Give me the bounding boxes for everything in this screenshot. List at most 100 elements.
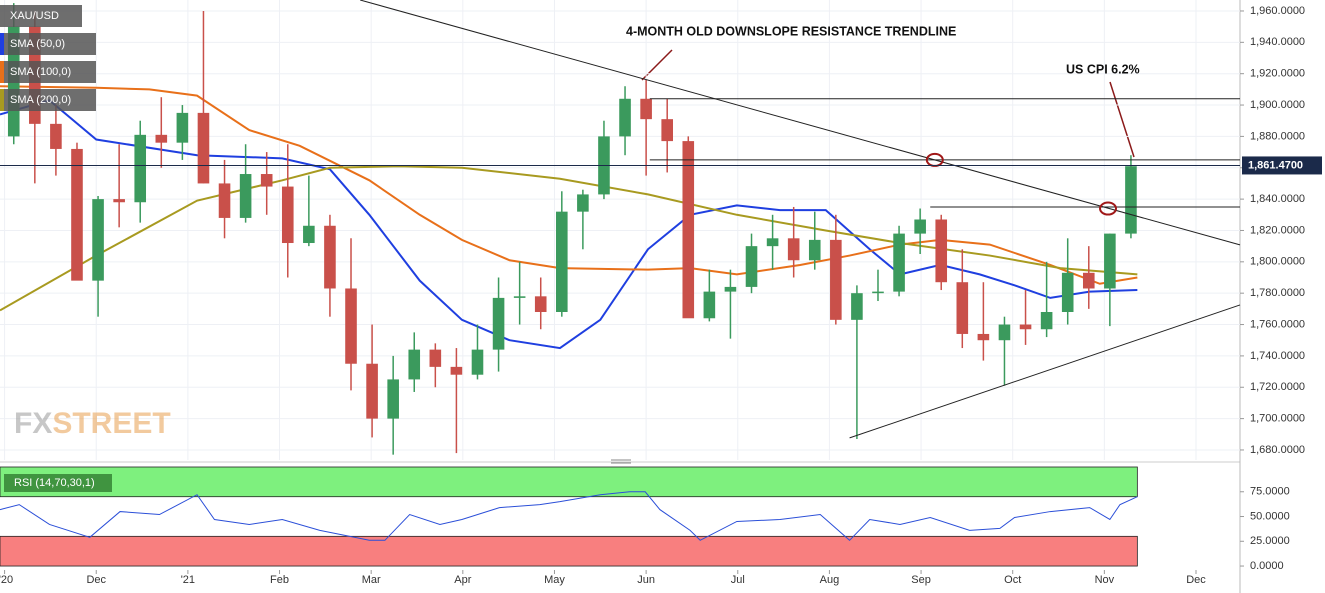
x-tick-label: May bbox=[544, 574, 565, 586]
candle-body bbox=[387, 379, 399, 419]
candle-body bbox=[1125, 166, 1137, 234]
candle-body bbox=[155, 134, 168, 143]
candle-body bbox=[1019, 324, 1032, 330]
x-tick-label: Jul bbox=[731, 574, 745, 586]
candle-body bbox=[893, 233, 905, 292]
candle-body bbox=[745, 246, 758, 287]
candle-body bbox=[176, 112, 189, 143]
legend-swatch bbox=[0, 89, 4, 111]
rsi-line bbox=[0, 491, 1138, 541]
candle-body bbox=[682, 141, 695, 319]
legend-swatch bbox=[0, 33, 4, 55]
y-tick-label: 1,700.0000 bbox=[1250, 413, 1305, 425]
y-tick-label: 25.0000 bbox=[1250, 535, 1290, 547]
legend-label: SMA (200,0) bbox=[10, 94, 71, 106]
x-tick-label: '20 bbox=[0, 574, 13, 586]
legend-label: XAU/USD bbox=[10, 10, 59, 22]
legend-swatch bbox=[0, 61, 4, 83]
candle-body bbox=[766, 238, 779, 247]
watermark-prefix: FX bbox=[14, 407, 52, 440]
candle-body bbox=[366, 363, 378, 419]
candle-body bbox=[218, 183, 231, 218]
candle-body bbox=[956, 282, 969, 334]
candle-body bbox=[619, 98, 631, 137]
candle-body bbox=[534, 296, 547, 312]
marker-circle bbox=[1099, 201, 1118, 216]
candle-body bbox=[92, 199, 104, 281]
candle-body bbox=[661, 119, 673, 142]
x-tick-label: Sep bbox=[911, 574, 931, 586]
x-tick-label: Apr bbox=[454, 574, 471, 586]
y-tick-label: 1,820.0000 bbox=[1250, 224, 1305, 236]
candle-body bbox=[1082, 272, 1095, 289]
candle-body bbox=[345, 288, 357, 364]
candle-body bbox=[640, 98, 652, 120]
candle-body bbox=[1104, 233, 1116, 289]
candle-body bbox=[324, 225, 336, 289]
legend-box bbox=[0, 61, 96, 83]
y-tick-label: 1,960.0000 bbox=[1250, 5, 1305, 17]
rsi-band bbox=[0, 535, 1138, 567]
legend-box bbox=[0, 89, 96, 111]
candle-body bbox=[429, 349, 442, 367]
candle-body bbox=[513, 296, 526, 298]
candle-body bbox=[71, 148, 83, 281]
candle-body bbox=[408, 349, 421, 380]
last-price-label: 1,861.4700 bbox=[1248, 159, 1303, 171]
candle-body bbox=[197, 112, 210, 184]
candle-body bbox=[787, 238, 800, 261]
trendline bbox=[360, 0, 1241, 246]
legend-box bbox=[0, 5, 82, 27]
x-tick-label: Aug bbox=[820, 574, 840, 586]
divider-handle bbox=[611, 459, 631, 464]
annotation-pointer bbox=[1109, 81, 1135, 158]
candle-body bbox=[830, 239, 842, 320]
candle-body bbox=[851, 293, 863, 320]
candle-body bbox=[577, 194, 589, 212]
sma-line bbox=[0, 99, 1138, 350]
candle-body bbox=[703, 291, 716, 319]
x-tick-label: Feb bbox=[270, 574, 289, 586]
y-tick-label: 1,900.0000 bbox=[1250, 99, 1305, 111]
candle-body bbox=[998, 324, 1011, 341]
y-tick-label: 1,800.0000 bbox=[1250, 256, 1305, 268]
y-tick-label: 1,680.0000 bbox=[1250, 444, 1305, 456]
candle-body bbox=[450, 366, 463, 375]
y-tick-label: 1,760.0000 bbox=[1250, 318, 1305, 330]
x-tick-label: Nov bbox=[1095, 574, 1115, 586]
y-tick-label: 1,720.0000 bbox=[1250, 381, 1305, 393]
legend-label: RSI (14,70,30,1) bbox=[14, 477, 95, 489]
candle-body bbox=[935, 219, 948, 283]
sma-line bbox=[0, 85, 1138, 285]
candle-body bbox=[134, 134, 147, 203]
y-tick-label: 1,940.0000 bbox=[1250, 36, 1305, 48]
legend-box bbox=[4, 474, 112, 492]
last-price-box bbox=[1242, 156, 1322, 175]
candle-body bbox=[914, 219, 926, 234]
candle-body bbox=[492, 297, 505, 350]
y-tick-label: 0.0000 bbox=[1250, 560, 1284, 572]
annotation: 4-MONTH OLD DOWNSLOPE RESISTANCE TRENDLI… bbox=[626, 24, 956, 38]
y-tick-label: 1,840.0000 bbox=[1250, 193, 1305, 205]
annotation: US CPI 6.2% bbox=[1066, 62, 1140, 76]
candle-body bbox=[113, 199, 125, 203]
candle-body bbox=[1061, 272, 1074, 312]
candle-body bbox=[808, 239, 821, 261]
legend-label: SMA (100,0) bbox=[10, 66, 71, 78]
candle-body bbox=[239, 174, 252, 218]
watermark: FXSTREET bbox=[14, 407, 171, 440]
x-tick-label: '21 bbox=[181, 574, 195, 586]
candle-body bbox=[977, 333, 990, 341]
candle-body bbox=[281, 186, 294, 244]
candle-body bbox=[872, 291, 884, 294]
x-tick-label: Mar bbox=[362, 574, 381, 586]
y-tick-label: 1,920.0000 bbox=[1250, 68, 1305, 80]
legend-box bbox=[0, 33, 96, 55]
y-tick-label: 1,780.0000 bbox=[1250, 287, 1305, 299]
rsi-band bbox=[0, 466, 1138, 498]
x-tick-label: Oct bbox=[1004, 574, 1021, 586]
x-tick-label: Jun bbox=[637, 574, 655, 586]
candle-body bbox=[50, 123, 62, 149]
watermark-suffix: STREET bbox=[52, 407, 170, 440]
